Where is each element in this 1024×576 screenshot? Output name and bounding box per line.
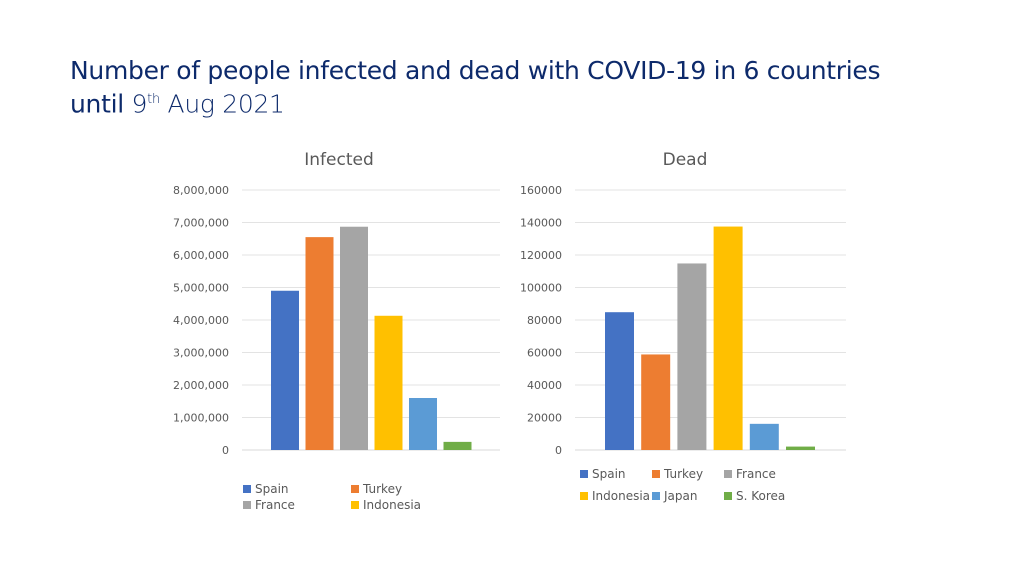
dead-bar-japan bbox=[749, 423, 779, 450]
infected-bar-japan bbox=[409, 398, 437, 450]
legend-item: Turkey bbox=[351, 482, 402, 496]
dead-y-tick-label: 60000 bbox=[527, 347, 562, 360]
legend-label: Indonesia bbox=[363, 498, 422, 512]
dead-bar-indonesia bbox=[713, 226, 743, 450]
infected-bar-spain bbox=[271, 290, 299, 450]
legend-swatch bbox=[351, 485, 359, 493]
infected-y-tick-label: 1,000,000 bbox=[173, 412, 229, 425]
legend-label: Turkey bbox=[363, 482, 403, 496]
legend-item: Indonesia bbox=[580, 489, 650, 503]
legend-item: Japan bbox=[652, 489, 697, 503]
dead-chart-title: Dead bbox=[663, 150, 708, 170]
legend-label: Spain bbox=[592, 467, 626, 481]
dead-bar-spain bbox=[605, 312, 634, 450]
legend-swatch bbox=[580, 470, 588, 478]
dead-bar-turkey bbox=[641, 354, 671, 450]
infected-y-tick-label: 4,000,000 bbox=[173, 314, 229, 327]
infected-y-tick-label: 0 bbox=[222, 444, 229, 457]
slide-title: Number of people infected and dead with … bbox=[70, 56, 881, 118]
infected-y-tick-label: 2,000,000 bbox=[173, 379, 229, 392]
legend-item: Spain bbox=[580, 467, 626, 481]
legend-swatch bbox=[243, 501, 251, 509]
legend-label: Spain bbox=[255, 482, 289, 496]
legend-label: France bbox=[255, 498, 295, 512]
legend-swatch bbox=[652, 492, 660, 500]
infected-bar-turkey bbox=[305, 237, 334, 450]
legend-label: S. Korea bbox=[736, 489, 786, 503]
infected-bar-s-korea bbox=[443, 441, 472, 450]
title-day: 9 bbox=[131, 89, 148, 119]
title-day-suffix: th bbox=[147, 92, 160, 107]
legend-label: Turkey bbox=[664, 467, 704, 481]
legend-label: Japan bbox=[664, 489, 698, 503]
legend-swatch bbox=[243, 485, 251, 493]
infected-chart-title: Infected bbox=[304, 150, 374, 170]
infected-bar-france bbox=[340, 226, 368, 450]
legend-swatch bbox=[724, 492, 732, 500]
legend-item: France bbox=[243, 498, 295, 512]
dead-y-tick-label: 40000 bbox=[527, 379, 562, 392]
infected-bar-indonesia bbox=[374, 315, 403, 450]
infected-y-tick-label: 3,000,000 bbox=[173, 347, 229, 360]
infected-y-tick-label: 6,000,000 bbox=[173, 249, 229, 262]
legend-item: Turkey bbox=[652, 467, 703, 481]
infected-y-tick-label: 8,000,000 bbox=[173, 184, 229, 197]
title-line-2: until 9th Aug 2021 bbox=[70, 85, 880, 118]
title-date-rest: Aug 2021 bbox=[159, 89, 285, 119]
infected-y-tick-label: 7,000,000 bbox=[173, 217, 229, 230]
legend-swatch bbox=[652, 470, 660, 478]
legend-swatch bbox=[580, 492, 588, 500]
title-line-1: Number of people infected and dead with … bbox=[70, 56, 881, 85]
legend-item: Indonesia bbox=[351, 498, 421, 512]
dead-bar-france bbox=[677, 263, 707, 450]
legend-swatch bbox=[351, 501, 359, 509]
dead-y-tick-label: 100000 bbox=[520, 282, 562, 295]
dead-y-tick-label: 120000 bbox=[520, 249, 562, 262]
legend-label: Indonesia bbox=[592, 489, 651, 503]
legend-label: France bbox=[736, 467, 776, 481]
dead-y-tick-label: 140000 bbox=[520, 217, 562, 230]
title-until: until bbox=[70, 89, 132, 119]
infected-y-tick-label: 5,000,000 bbox=[173, 282, 229, 295]
dead-y-tick-label: 20000 bbox=[527, 412, 562, 425]
dead-bar-s-korea bbox=[786, 446, 815, 450]
legend-item: S. Korea bbox=[724, 489, 785, 503]
dead-y-tick-label: 80000 bbox=[527, 314, 562, 327]
legend-item: Spain bbox=[243, 482, 289, 496]
dead-y-tick-label: 0 bbox=[555, 444, 562, 457]
legend-swatch bbox=[724, 470, 732, 478]
legend-item: France bbox=[724, 467, 776, 481]
dead-y-tick-label: 160000 bbox=[520, 184, 562, 197]
